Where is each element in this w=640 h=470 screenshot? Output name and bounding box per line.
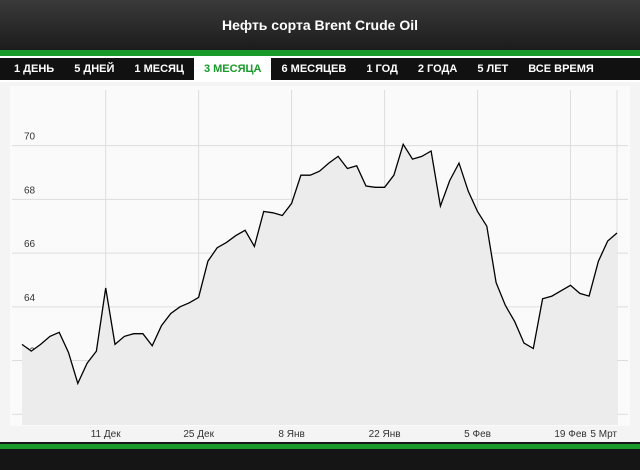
line	[21, 142, 618, 386]
stripe	[0, 50, 640, 56]
y-tick-label: 68	[24, 185, 36, 196]
footer-stripe	[0, 444, 640, 449]
y-tick-label: 66	[24, 239, 36, 250]
x-tick-label: 5 Мрт	[590, 429, 617, 440]
x-tick-label: 22 Янв	[369, 429, 401, 440]
tab[interactable]: 2 ГОДА	[417, 63, 458, 75]
tab[interactable]: 3 МЕСЯЦА	[193, 58, 272, 80]
tab[interactable]: 1 ДЕНЬ	[14, 63, 55, 75]
tab[interactable]: 1 МЕСЯЦ	[134, 63, 184, 75]
tab[interactable]: 1 ГОД	[366, 63, 398, 75]
area	[22, 144, 617, 426]
tab[interactable]: 5 ДНЕЙ	[74, 63, 115, 75]
x-tick-label: 8 Янв	[278, 429, 304, 440]
tab[interactable]: ВСЕ ВРЕМЯ	[528, 63, 594, 75]
tab[interactable]: 5 ЛЕТ	[477, 63, 509, 75]
tab[interactable]: 6 МЕСЯЦЕВ	[281, 63, 347, 75]
y-tick-label: 64	[24, 293, 36, 304]
x-tick-label: 11 Дек	[91, 429, 121, 440]
tab-bar: 1 ДЕНЬ 5 ДНЕЙ 1 МЕСЯЦ 3 МЕСЯЦА 6 МЕСЯЦЕВ 1 ГО…	[0, 58, 640, 80]
y-tick-label: 70	[24, 132, 36, 143]
x-tick-label: 25 Дек	[183, 429, 214, 440]
title: Нефть сорта Brent Crude Oil	[0, 0, 640, 50]
x-tick-label: 5 Фев	[464, 429, 491, 440]
x-tick-label: 19 Фев	[554, 429, 586, 440]
